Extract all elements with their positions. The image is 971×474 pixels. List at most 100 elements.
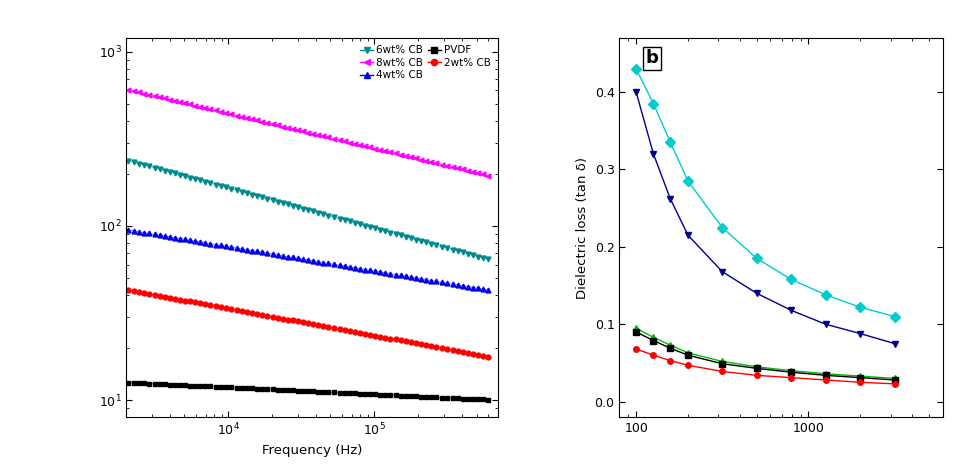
4wt% CB (888, 375, 900, 381)
2wt% CB (630, 346, 642, 352)
4wt% CB (630, 325, 642, 331)
4wt% CB (77, 219, 88, 225)
2wt% CB (256, 312, 268, 318)
Text: b: b (645, 49, 657, 67)
Line: 8wt% CB: 8wt% CB (632, 65, 897, 320)
2wt% CB (854, 380, 865, 385)
4wt% CB (716, 358, 727, 364)
PVDF (751, 365, 762, 371)
4wt% CB (322, 261, 334, 266)
PVDF (630, 329, 642, 335)
PVDF (854, 375, 865, 381)
8wt% CB (647, 101, 658, 107)
PVDF (256, 386, 268, 392)
2wt% CB (751, 373, 762, 378)
PVDF (820, 373, 831, 378)
8wt% CB (716, 225, 727, 230)
PVDF (716, 361, 727, 366)
PVDF (647, 337, 658, 343)
4wt% CB (854, 373, 865, 379)
4wt% CB (482, 287, 493, 293)
8wt% CB (888, 314, 900, 319)
6wt% CB (353, 221, 365, 227)
8wt% CB (353, 142, 365, 148)
4wt% CB (318, 260, 329, 265)
8wt% CB (436, 162, 448, 167)
6wt% CB (716, 269, 727, 274)
PVDF (318, 389, 329, 395)
8wt% CB (482, 173, 493, 178)
Line: 6wt% CB: 6wt% CB (632, 89, 897, 347)
2wt% CB (77, 279, 88, 284)
6wt% CB (482, 256, 493, 262)
PVDF (322, 389, 334, 395)
8wt% CB (785, 276, 796, 282)
2wt% CB (888, 381, 900, 387)
Y-axis label: Dielectric loss (tan δ): Dielectric loss (tan δ) (576, 156, 588, 299)
6wt% CB (854, 331, 865, 337)
4wt% CB (339, 263, 351, 269)
6wt% CB (77, 145, 88, 151)
2wt% CB (482, 354, 493, 359)
PVDF (482, 397, 493, 402)
4wt% CB (353, 266, 365, 272)
6wt% CB (888, 341, 900, 346)
6wt% CB (820, 321, 831, 327)
Legend: 6wt% CB, 8wt% CB, 4wt% CB, PVDF, 2wt% CB: 6wt% CB, 8wt% CB, 4wt% CB, PVDF, 2wt% CB (358, 43, 492, 82)
8wt% CB (751, 255, 762, 261)
6wt% CB (318, 211, 329, 217)
Line: 8wt% CB: 8wt% CB (80, 76, 490, 178)
PVDF (77, 377, 88, 383)
PVDF (436, 395, 448, 401)
6wt% CB (647, 151, 658, 157)
6wt% CB (785, 308, 796, 313)
8wt% CB (339, 138, 351, 144)
6wt% CB (339, 217, 351, 223)
4wt% CB (256, 249, 268, 255)
PVDF (888, 377, 900, 383)
Line: PVDF: PVDF (80, 378, 490, 402)
Line: 4wt% CB: 4wt% CB (633, 325, 897, 381)
2wt% CB (339, 327, 351, 333)
Line: 2wt% CB: 2wt% CB (633, 346, 897, 387)
PVDF (664, 346, 676, 351)
8wt% CB (664, 139, 676, 145)
2wt% CB (436, 345, 448, 351)
2wt% CB (682, 363, 693, 368)
6wt% CB (322, 213, 334, 219)
2wt% CB (664, 358, 676, 364)
6wt% CB (751, 291, 762, 296)
X-axis label: Frequency (Hz): Frequency (Hz) (262, 444, 362, 457)
4wt% CB (436, 280, 448, 285)
2wt% CB (647, 352, 658, 358)
6wt% CB (630, 89, 642, 95)
8wt% CB (630, 66, 642, 72)
2wt% CB (716, 369, 727, 374)
Line: PVDF: PVDF (633, 329, 897, 383)
Line: 6wt% CB: 6wt% CB (80, 146, 490, 262)
4wt% CB (751, 364, 762, 370)
4wt% CB (785, 368, 796, 374)
2wt% CB (322, 324, 334, 330)
4wt% CB (664, 342, 676, 348)
8wt% CB (682, 178, 693, 184)
4wt% CB (820, 371, 831, 377)
Line: 2wt% CB: 2wt% CB (80, 279, 490, 359)
PVDF (339, 390, 351, 396)
6wt% CB (256, 195, 268, 201)
8wt% CB (318, 133, 329, 139)
2wt% CB (353, 330, 365, 336)
2wt% CB (785, 375, 796, 381)
6wt% CB (436, 244, 448, 250)
8wt% CB (820, 292, 831, 298)
8wt% CB (322, 135, 334, 140)
8wt% CB (854, 304, 865, 310)
2wt% CB (820, 377, 831, 383)
4wt% CB (682, 350, 693, 356)
PVDF (785, 369, 796, 375)
Line: 4wt% CB: 4wt% CB (80, 220, 490, 292)
6wt% CB (664, 196, 676, 202)
PVDF (682, 352, 693, 358)
2wt% CB (318, 323, 329, 329)
8wt% CB (256, 119, 268, 125)
